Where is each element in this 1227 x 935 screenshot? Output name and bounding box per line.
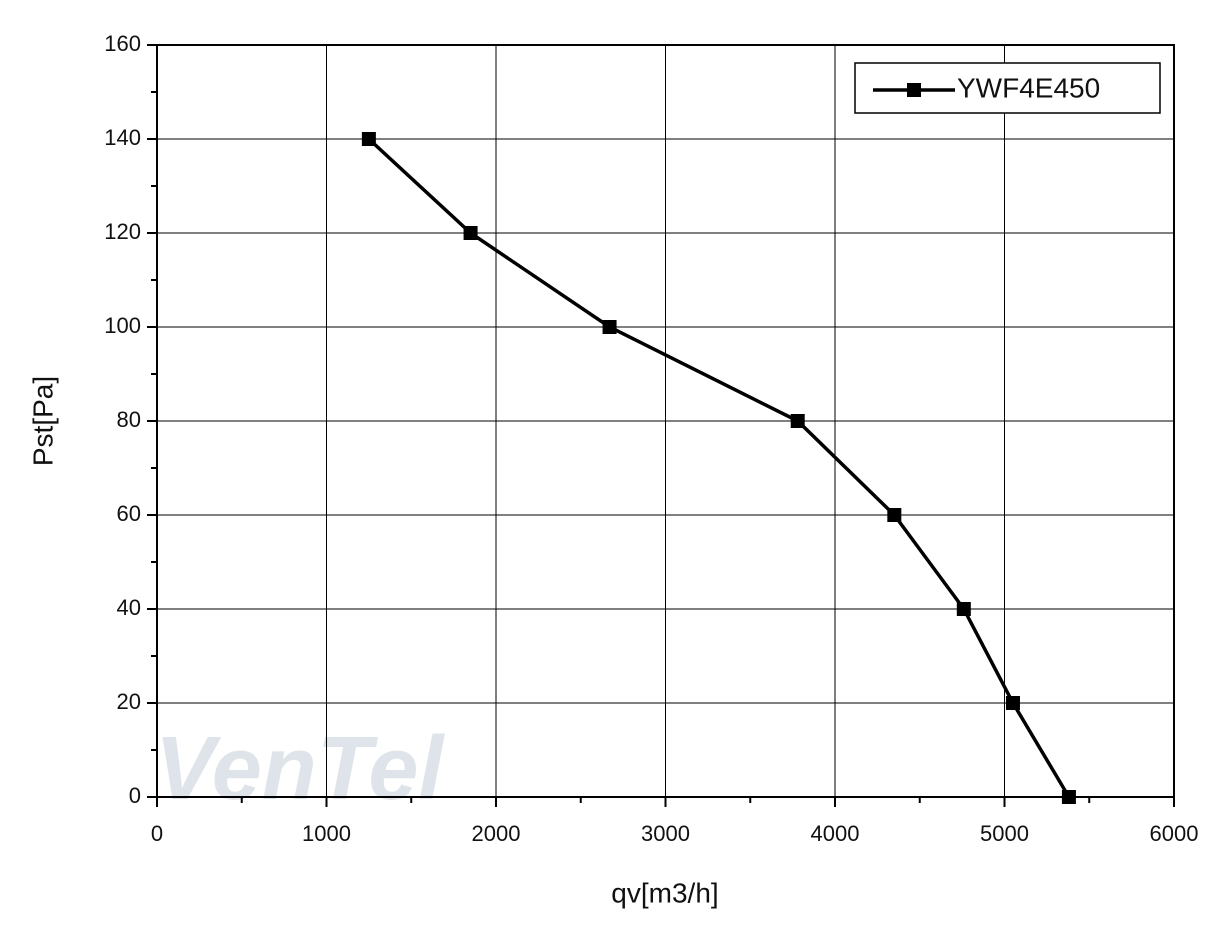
- legend-box: [854, 62, 1161, 114]
- legend-marker: [907, 83, 921, 97]
- y-axis-label: Pst[Pa]: [27, 376, 58, 466]
- x-tick-label: 0: [151, 821, 163, 846]
- marker: [361, 132, 376, 146]
- x-tick-label: 5000: [980, 821, 1029, 846]
- marker: [602, 320, 617, 334]
- legend-label: YWF4E450: [957, 72, 1100, 103]
- x-axis-label: qv[m3/h]: [611, 877, 718, 908]
- plot-frame: [156, 44, 1175, 798]
- x-tick-label: 6000: [1150, 821, 1199, 846]
- marker: [463, 226, 478, 240]
- watermark: VenTel: [155, 719, 445, 819]
- marker: [1005, 696, 1020, 710]
- x-tick-label: 1000: [302, 821, 351, 846]
- y-tick-label: 20: [117, 689, 141, 714]
- y-tick-label: 0: [129, 783, 141, 808]
- x-tick-label: 2000: [472, 821, 521, 846]
- marker: [956, 602, 971, 616]
- y-tick-label: 120: [104, 219, 141, 244]
- y-tick-label: 100: [104, 313, 141, 338]
- marker: [887, 508, 902, 522]
- marker: [790, 414, 805, 428]
- series-line: [367, 137, 1071, 798]
- marker: [1061, 790, 1076, 804]
- y-tick-label: 80: [117, 407, 141, 432]
- x-tick-label: 3000: [641, 821, 690, 846]
- y-tick-label: 60: [117, 501, 141, 526]
- y-tick-label: 140: [104, 125, 141, 150]
- y-tick-label: 40: [117, 595, 141, 620]
- y-tick-label: 160: [104, 31, 141, 56]
- x-tick-label: 4000: [811, 821, 860, 846]
